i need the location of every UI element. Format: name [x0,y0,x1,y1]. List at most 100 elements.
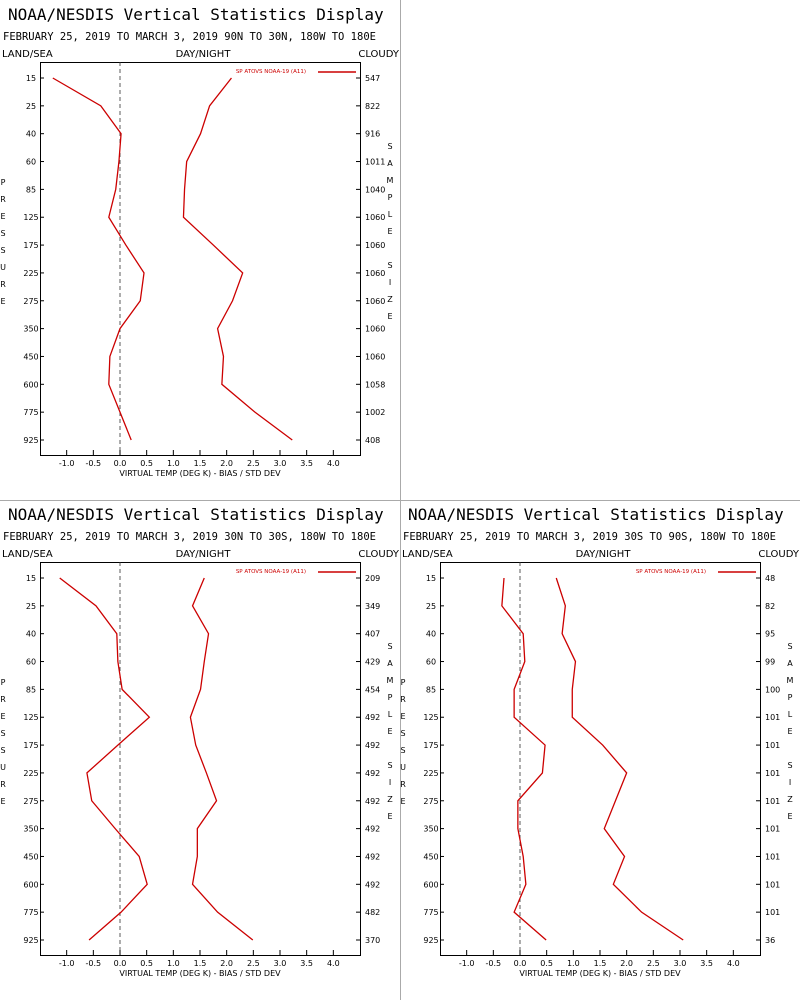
sample-size: 82 [765,602,775,611]
y-tick-label: 775 [423,908,438,917]
y-tick-label: 15 [426,574,436,583]
sample-size: 370 [365,936,380,945]
sample-size: 1060 [365,241,385,250]
y-tick-label: 275 [23,797,38,806]
y-tick-label: 125 [23,713,38,722]
panel-title: NOAA/NESDIS Vertical Statistics Display [8,505,384,524]
sample-size: 101 [765,769,780,778]
sample-size: 429 [365,658,380,667]
y-tick-label: 600 [23,880,38,889]
x-tick-label: -0.5 [486,959,502,968]
header-center: DAY/NIGHT [176,549,232,560]
sample-size: 1060 [365,269,385,278]
x-tick-label: 2.0 [620,959,633,968]
x-tick-label: 0.0 [114,459,127,468]
sample-size: 209 [365,574,380,583]
y-tick-label: 60 [26,658,36,667]
sample-size: 349 [365,602,380,611]
legend-label: SP ATOVS NOAA-19 (A11) [236,569,306,575]
y-tick-label: 25 [26,602,36,611]
bias-line [501,577,547,941]
y-axis-label: PRESSURE [0,178,8,314]
sample-size: 492 [365,797,380,806]
sample-size: 95 [765,630,775,639]
y-tick-label: 350 [423,825,438,834]
x-tick-label: 2.5 [647,959,660,968]
y-tick-label: 40 [426,630,436,639]
sample-size: 1040 [365,185,385,194]
sample-size: 36 [765,936,775,945]
x-tick-label: -0.5 [86,459,102,468]
x-tick-label: 3.5 [300,459,313,468]
sample-size: 101 [765,908,780,917]
y-tick-label: 175 [23,741,38,750]
y-axis-label: PRESSURE [399,678,408,814]
sample-size: 101 [765,741,780,750]
sample-size: 1060 [365,325,385,334]
y-tick-label: 350 [23,825,38,834]
sample-size: 454 [365,685,380,694]
sample-size: 916 [365,130,380,139]
header-center: DAY/NIGHT [176,49,232,60]
y2-axis-label: SAMPLE SIZE [786,642,795,829]
std-dev-line [182,77,293,441]
x-tick-label: -1.0 [459,959,475,968]
sample-size: 492 [365,769,380,778]
sample-size: 1058 [365,380,385,389]
y-tick-label: 225 [23,269,38,278]
x-axis-label: VIRTUAL TEMP (DEG K) - BIAS / STD DEV [119,969,281,978]
x-tick-label: 3.5 [300,959,313,968]
std-dev-line [189,577,254,941]
y-tick-label: 60 [426,658,436,667]
y-tick-label: 275 [423,797,438,806]
header-center: DAY/NIGHT [576,549,632,560]
sample-size: 101 [765,797,780,806]
header-left: LAND/SEA [2,49,53,60]
panel: NOAA/NESDIS Vertical Statistics Display F… [0,505,400,978]
y-tick-label: 85 [26,685,36,694]
panel: NOAA/NESDIS Vertical Statistics Display F… [0,5,400,478]
y-axis-label: PRESSURE [0,678,8,814]
sample-size: 1002 [365,408,385,417]
sample-size: 100 [765,685,780,694]
y-tick-label: 450 [23,852,38,861]
x-tick-label: 2.0 [220,959,233,968]
x-tick-label: 0.5 [140,959,153,968]
y-tick-label: 600 [423,880,438,889]
sample-size: 482 [365,908,380,917]
sample-size: 492 [365,880,380,889]
y-tick-label: 15 [26,74,36,83]
x-axis-label: VIRTUAL TEMP (DEG K) - BIAS / STD DEV [119,469,281,478]
sample-size: 101 [765,713,780,722]
y2-axis-label: SAMPLE SIZE [386,142,395,329]
sample-size: 407 [365,630,380,639]
sample-size: 492 [365,852,380,861]
x-tick-label: 2.0 [220,459,233,468]
x-tick-label: -1.0 [59,459,75,468]
y-tick-label: 125 [23,213,38,222]
header-right: CLOUDY [358,549,400,560]
x-tick-label: 1.5 [194,959,207,968]
panel-title: NOAA/NESDIS Vertical Statistics Display [8,5,384,24]
y-tick-label: 25 [426,602,436,611]
y-tick-label: 925 [23,936,38,945]
x-tick-label: 1.0 [167,459,180,468]
panel-subtitle: FEBRUARY 25, 2019 TO MARCH 3, 2019 90N T… [3,31,376,43]
panel-subtitle: FEBRUARY 25, 2019 TO MARCH 3, 2019 30N T… [3,531,376,543]
sample-size: 408 [365,436,380,445]
sample-size: 101 [765,852,780,861]
plot-frame [440,562,761,956]
y-tick-label: 125 [423,713,438,722]
y2-axis-label: SAMPLE SIZE [386,642,395,829]
x-tick-label: -0.5 [86,959,102,968]
sample-size: 99 [765,658,775,667]
y-tick-label: 175 [423,741,438,750]
sample-size: 101 [765,825,780,834]
y-tick-label: 25 [26,102,36,111]
x-tick-label: 0.5 [540,959,553,968]
panel: NOAA/NESDIS Vertical Statistics Display F… [399,505,800,978]
sample-size: 1011 [365,158,385,167]
legend-label: SP ATOVS NOAA-19 (A11) [636,569,706,575]
x-tick-label: 4.0 [727,959,740,968]
